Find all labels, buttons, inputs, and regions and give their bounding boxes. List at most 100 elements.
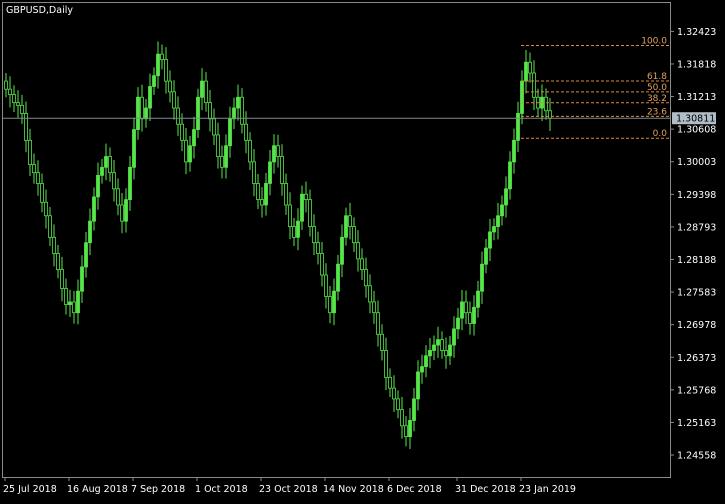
candle-body — [448, 344, 452, 357]
x-tick-label: 14 Nov 2018 — [323, 484, 384, 495]
x-tick-label: 1 Oct 2018 — [195, 484, 248, 495]
candle-body — [520, 80, 524, 114]
candle-body — [112, 172, 116, 190]
candle-body — [172, 91, 176, 109]
candle-body — [364, 269, 368, 287]
candle-body — [344, 215, 348, 238]
price-axis: 1.32423 1.31818 1.31213 1.30608 1.30003 1.293… — [670, 27, 716, 462]
candle-body — [228, 118, 232, 147]
candle-body — [248, 139, 252, 163]
candle-body — [492, 226, 496, 233]
candle-body — [20, 104, 24, 114]
candle-body — [416, 371, 420, 400]
candle-body — [384, 350, 388, 378]
candle-body — [372, 301, 376, 314]
candle-body — [428, 350, 432, 357]
candle-body — [188, 145, 192, 163]
candle-body — [36, 172, 40, 184]
candle-body — [460, 301, 464, 319]
candle-body — [456, 317, 460, 330]
candle-body — [332, 290, 336, 314]
candle-body — [164, 59, 168, 82]
candle-body — [108, 156, 112, 174]
candle-body — [404, 425, 408, 438]
candle-body — [244, 123, 248, 141]
candle-body — [236, 96, 240, 109]
candle-body — [368, 285, 372, 303]
candle-body — [408, 420, 412, 438]
candle-body — [288, 204, 292, 227]
fib-level-label: 50.0 — [647, 83, 667, 93]
candle-body — [452, 328, 456, 346]
candle-body — [400, 409, 404, 427]
x-tick-label: 23 Jan 2019 — [519, 484, 576, 495]
candle-body — [436, 339, 440, 346]
y-tick-label: 1.28188 — [677, 255, 716, 266]
candle-body — [280, 156, 284, 184]
plot-frame — [2, 2, 671, 478]
candle-body — [336, 263, 340, 292]
candle-body — [120, 204, 124, 222]
candle-body — [224, 145, 228, 168]
candle-body — [240, 96, 244, 125]
candle-body — [48, 215, 52, 238]
x-tick-label: 6 Dec 2018 — [387, 484, 442, 495]
candle-body — [500, 204, 504, 217]
x-tick-label: 31 Dec 2018 — [455, 484, 516, 495]
candle-body — [216, 134, 220, 157]
candle-body — [264, 183, 268, 206]
candle-body — [56, 253, 60, 271]
candle-body — [496, 215, 500, 227]
candle-body — [68, 301, 72, 306]
candle-body — [28, 139, 32, 165]
candle-body — [528, 61, 532, 74]
candle-body — [260, 199, 264, 206]
candle-body — [376, 312, 380, 335]
candle-body — [12, 94, 16, 104]
candle-body — [444, 350, 448, 357]
candle-body — [424, 355, 428, 367]
candle-body — [204, 80, 208, 104]
candle-body — [44, 201, 48, 217]
candle-body — [176, 107, 180, 125]
candle-body — [292, 226, 296, 238]
y-tick-label: 1.26978 — [677, 320, 716, 331]
candle-body — [412, 398, 416, 421]
fib-level-label: 23.6 — [647, 107, 667, 117]
candle-body — [160, 53, 164, 60]
candle-body — [196, 96, 200, 130]
candle-body — [484, 247, 488, 265]
y-tick-label: 1.24558 — [677, 451, 716, 462]
candle-body — [432, 344, 436, 351]
candle-body — [516, 113, 520, 141]
candle-body — [32, 164, 36, 174]
candle-body — [124, 199, 128, 222]
candle-body — [352, 226, 356, 244]
candle-body — [96, 174, 100, 198]
candle-body — [380, 333, 384, 351]
candle-body — [548, 110, 552, 119]
candle-body — [508, 161, 512, 190]
candle-body — [464, 301, 468, 314]
chart-title: GBPUSD,Daily — [6, 5, 73, 16]
candle-body — [140, 96, 144, 120]
candle-body — [532, 72, 536, 98]
candle-body — [212, 118, 216, 136]
candle-body — [296, 220, 300, 238]
candle-body — [24, 113, 28, 141]
candle-body — [104, 156, 108, 168]
candle-body — [100, 166, 104, 176]
candle-body — [8, 88, 12, 95]
candle-body — [60, 269, 64, 289]
candle-body — [392, 387, 396, 400]
y-tick-label: 1.25768 — [677, 385, 716, 396]
candle-body — [512, 139, 516, 163]
candle-body — [184, 139, 188, 163]
current-price-line: 1.30811 — [3, 112, 716, 125]
candle-body — [64, 288, 68, 306]
candle-body — [388, 376, 392, 389]
candle-body — [320, 253, 324, 276]
candle-body — [324, 274, 328, 297]
